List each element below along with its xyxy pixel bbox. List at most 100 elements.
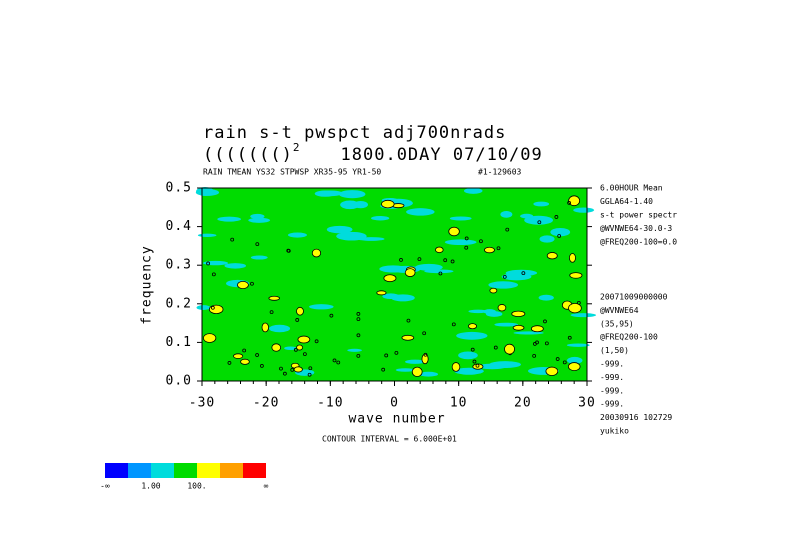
x-tick-label: -30 xyxy=(189,396,215,411)
field-patch xyxy=(287,232,307,238)
x-tick-label: 30 xyxy=(578,396,596,411)
field-blob xyxy=(545,366,559,376)
field-blob xyxy=(286,248,291,253)
field-patch xyxy=(250,255,268,260)
field-patch xyxy=(248,217,271,223)
field-blob xyxy=(336,360,341,365)
field-blob xyxy=(470,347,475,352)
field-blob xyxy=(268,295,280,301)
info-text: -999. xyxy=(600,400,624,409)
field-blob xyxy=(311,248,322,258)
field-patch xyxy=(406,208,435,216)
field-patch xyxy=(371,215,390,221)
field-patch xyxy=(456,331,488,340)
field-patch xyxy=(538,294,554,301)
title-sup: 2 xyxy=(293,141,301,154)
field-blob xyxy=(530,325,544,333)
field-blob xyxy=(435,246,444,254)
field-patch xyxy=(415,263,443,271)
field-blob xyxy=(210,305,215,310)
field-patch xyxy=(338,190,366,199)
field-blob xyxy=(543,319,547,324)
field-patch xyxy=(250,213,265,219)
field-blob xyxy=(394,350,399,355)
field-blob xyxy=(472,359,477,364)
field-blob xyxy=(450,259,455,264)
info-text: -999. xyxy=(600,386,624,395)
field-blob xyxy=(489,287,498,294)
field-blob xyxy=(356,312,361,316)
field-patch xyxy=(468,309,488,314)
info-text: GGLA64-1.40 xyxy=(600,197,653,206)
field-blob xyxy=(557,234,562,238)
field-blob xyxy=(233,353,244,359)
field-patch xyxy=(418,371,439,377)
field-blob xyxy=(227,361,232,365)
field-blob xyxy=(468,323,478,330)
y-tick-label: 0.0 xyxy=(166,374,192,389)
field-blob xyxy=(329,313,334,318)
field-patch xyxy=(217,216,242,222)
contour-field xyxy=(195,187,597,381)
field-blob xyxy=(535,340,539,345)
x-tick-label: 10 xyxy=(450,396,468,411)
field-blob xyxy=(293,366,303,373)
chart-title: rain s-t pwspct adj700nrads xyxy=(203,123,506,143)
info-text: yukiko xyxy=(600,427,629,436)
field-blob xyxy=(502,274,507,279)
subtitle-right: #1-129603 xyxy=(478,168,522,177)
field-patch xyxy=(500,211,513,218)
subtitle: RAIN TMEAN YS32 STPWSP XR35-95 YR1-50 xyxy=(203,168,381,177)
info-text: -999. xyxy=(600,360,624,369)
info-text: @WVNWE64-30.0-3 xyxy=(600,224,672,233)
colorbar-label: 100. xyxy=(187,482,206,491)
info-text: -999. xyxy=(600,373,624,382)
field-blob xyxy=(237,280,249,290)
field-patch xyxy=(336,231,367,241)
field-patch xyxy=(570,313,597,318)
field-blob xyxy=(438,271,443,276)
field-blob xyxy=(567,201,572,205)
field-blob xyxy=(464,236,469,241)
field-blob xyxy=(384,353,389,358)
y-axis-label: frequency xyxy=(140,245,155,324)
field-blob xyxy=(401,334,415,341)
field-blob xyxy=(255,353,259,357)
field-patch xyxy=(196,305,211,310)
field-blob xyxy=(260,364,264,368)
colorbar-swatch xyxy=(174,463,197,478)
field-blob xyxy=(493,345,498,350)
field-blob xyxy=(279,366,283,371)
y-tick-label: 0.2 xyxy=(166,296,192,311)
field-blob xyxy=(271,343,282,352)
colorbar-swatch xyxy=(151,463,174,478)
field-blob xyxy=(451,362,461,372)
field-patch xyxy=(195,189,220,196)
field-blob xyxy=(356,317,361,322)
field-patch xyxy=(314,190,336,197)
field-patch xyxy=(501,273,532,281)
info-text: 6.00HOUR Mean xyxy=(600,184,663,193)
field-patch xyxy=(513,331,544,335)
field-patch xyxy=(566,356,583,364)
field-blob xyxy=(406,318,411,323)
field-patch xyxy=(395,368,415,372)
field-blob xyxy=(381,367,386,372)
field-patch xyxy=(533,201,550,207)
field-blob xyxy=(421,353,429,365)
field-blob xyxy=(282,371,287,376)
field-blob xyxy=(376,290,387,296)
y-tick-label: 0.3 xyxy=(166,258,192,273)
field-blob xyxy=(554,215,559,219)
field-blob xyxy=(532,353,537,358)
field-blob xyxy=(484,246,495,254)
info-text: 20071009000000 xyxy=(600,293,668,302)
x-axis-label: wave number xyxy=(348,412,445,427)
colorbar-label: 1.00 xyxy=(141,482,160,491)
contour-interval: CONTOUR INTERVAL = 6.000E+01 xyxy=(322,435,457,444)
field-blob xyxy=(497,304,507,312)
field-blob xyxy=(302,352,307,357)
field-patch xyxy=(308,304,334,310)
field-blob xyxy=(296,306,304,316)
